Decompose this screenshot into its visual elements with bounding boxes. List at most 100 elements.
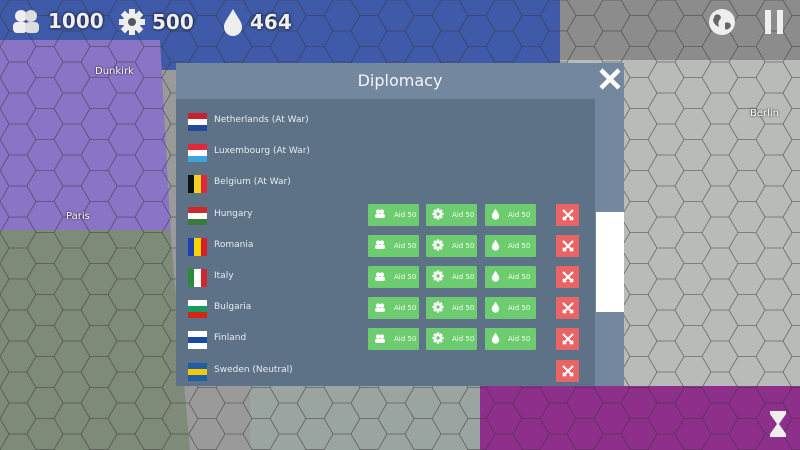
country-flag <box>188 113 207 131</box>
aid-industry-button[interactable]: Aid 50 <box>426 234 477 257</box>
manpower-icon <box>368 302 394 315</box>
oil-counter: 464 <box>222 8 292 36</box>
aid-label: Aid 50 <box>508 210 531 219</box>
gear-icon <box>119 9 145 35</box>
aid-oil-button[interactable]: Aid 50 <box>485 297 536 320</box>
aid-industry-button[interactable]: Aid 50 <box>426 328 477 351</box>
aid-label: Aid 50 <box>452 241 475 250</box>
country-name: Finland <box>214 333 247 344</box>
aid-label: Aid 50 <box>508 335 531 344</box>
oil-value: 464 <box>250 10 292 34</box>
scrollbar-thumb[interactable] <box>596 212 624 312</box>
gear-icon <box>426 239 452 253</box>
aid-manpower-button[interactable]: Aid 50 <box>368 203 419 226</box>
crossed-swords-icon <box>561 271 574 283</box>
declare-war-button[interactable] <box>556 359 579 382</box>
aid-manpower-button[interactable]: Aid 50 <box>368 266 419 288</box>
oil-drop-icon <box>485 332 508 346</box>
aid-industry-button[interactable]: Aid 50 <box>426 203 477 226</box>
aid-label: Aid 50 <box>508 304 531 313</box>
declare-war-button[interactable] <box>556 328 579 351</box>
country-flag <box>188 237 207 256</box>
manpower-icon <box>368 208 394 221</box>
aid-industry-button[interactable]: Aid 50 <box>426 266 477 288</box>
aid-oil-button[interactable]: Aid 50 <box>485 203 536 226</box>
aid-oil-button[interactable]: Aid 50 <box>485 234 536 257</box>
manpower-value: 1000 <box>48 9 104 33</box>
pause-icon <box>765 10 783 34</box>
city-label: Dunkirk <box>95 66 134 77</box>
dialog-title: Diplomacy <box>357 71 443 90</box>
manpower-icon <box>368 333 394 346</box>
aid-label: Aid 50 <box>394 241 417 250</box>
end-turn-button[interactable] <box>762 408 794 440</box>
country-flag <box>188 331 207 350</box>
oil-drop-icon <box>485 270 508 284</box>
declare-war-button[interactable] <box>556 297 579 320</box>
country-row: Belgium (At War) <box>176 168 595 199</box>
aid-label: Aid 50 <box>394 273 417 281</box>
country-flag <box>188 175 207 194</box>
pause-button[interactable] <box>758 6 790 38</box>
aid-industry-button[interactable]: Aid 50 <box>426 297 477 320</box>
country-row: Romania Aid 50 Aid 50 Aid 50 <box>176 231 595 262</box>
country-row: Finland Aid 50 Aid 50 Aid 50 <box>176 324 595 355</box>
oil-drop-icon <box>485 208 508 222</box>
country-name: Netherlands (At War) <box>214 115 309 125</box>
country-name: Sweden (Neutral) <box>214 364 293 375</box>
aid-oil-button[interactable]: Aid 50 <box>485 328 536 351</box>
globe-button[interactable] <box>706 6 738 38</box>
aid-label: Aid 50 <box>452 335 475 344</box>
globe-icon <box>709 9 735 35</box>
aid-manpower-button[interactable]: Aid 50 <box>368 297 419 320</box>
country-name: Belgium (At War) <box>214 177 291 188</box>
aid-label: Aid 50 <box>452 273 475 281</box>
oil-drop-icon <box>485 239 508 253</box>
country-row: Luxembourg (At War) <box>176 137 595 168</box>
country-name: Bulgaria <box>214 302 252 313</box>
manpower-icon <box>368 271 394 284</box>
oil-drop-icon <box>224 9 242 36</box>
manpower-icon <box>13 10 39 33</box>
manpower-icon <box>368 239 394 252</box>
aid-manpower-button[interactable]: Aid 50 <box>368 328 419 351</box>
close-icon[interactable] <box>598 67 622 91</box>
gear-icon <box>426 301 452 315</box>
aid-oil-button[interactable]: Aid 50 <box>485 266 536 288</box>
gear-icon <box>426 332 452 346</box>
declare-war-button[interactable] <box>556 234 579 257</box>
crossed-swords-icon <box>561 240 574 252</box>
hourglass-icon <box>770 411 786 437</box>
country-flag <box>188 144 207 163</box>
aid-label: Aid 50 <box>394 335 417 344</box>
country-flag <box>188 300 207 319</box>
city-label: Paris <box>66 211 90 222</box>
gear-icon <box>426 208 452 222</box>
declare-war-button[interactable] <box>556 266 579 288</box>
country-list[interactable]: Netherlands (At War) Luxembourg (At War) B… <box>176 99 595 386</box>
industry-value: 500 <box>152 10 194 34</box>
diplomacy-dialog: Diplomacy Netherlands (At War) Luxembourg… <box>176 63 624 386</box>
aid-label: Aid 50 <box>508 273 531 281</box>
country-name: Hungary <box>214 208 253 219</box>
aid-manpower-button[interactable]: Aid 50 <box>368 234 419 257</box>
industry-counter: 500 <box>118 8 194 36</box>
country-name: Luxembourg (At War) <box>214 146 310 157</box>
crossed-swords-icon <box>561 208 574 221</box>
aid-label: Aid 50 <box>452 304 475 313</box>
country-flag <box>188 362 207 381</box>
country-row: Bulgaria Aid 50 Aid 50 Aid 50 <box>176 293 595 324</box>
country-row: Hungary Aid 50 Aid 50 Aid 50 <box>176 200 595 231</box>
country-flag <box>188 269 207 287</box>
oil-drop-icon <box>485 301 508 315</box>
aid-label: Aid 50 <box>394 304 417 313</box>
crossed-swords-icon <box>561 364 574 377</box>
aid-label: Aid 50 <box>452 210 475 219</box>
country-name: Italy <box>214 271 234 281</box>
declare-war-button[interactable] <box>556 203 579 226</box>
gear-icon <box>426 270 452 284</box>
country-name: Romania <box>214 239 254 250</box>
country-row: Netherlands (At War) <box>176 106 595 137</box>
crossed-swords-icon <box>561 302 574 314</box>
country-row: Sweden (Neutral) <box>176 356 595 386</box>
